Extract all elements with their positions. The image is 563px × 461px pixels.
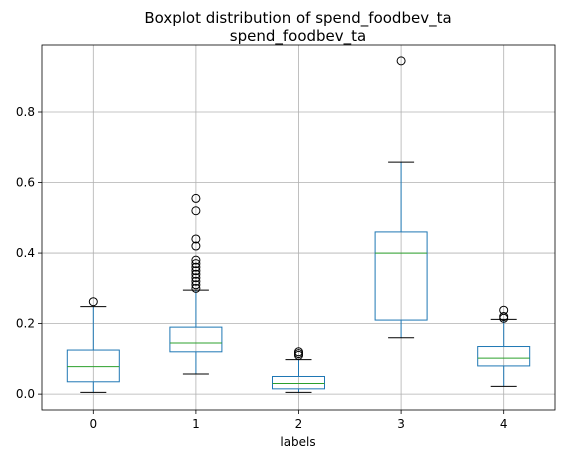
outlier-point: [191, 259, 201, 269]
box-group-2: [272, 347, 325, 393]
outlier-point: [88, 297, 98, 307]
outlier-point: [499, 312, 509, 322]
outlier-point: [191, 262, 201, 272]
box-iqr: [66, 349, 120, 383]
x-axis-ticks: 0 1 2 3 4: [89, 410, 508, 431]
box-group-4: [477, 305, 531, 387]
outlier-point: [396, 56, 406, 66]
box-iqr: [272, 375, 325, 390]
x-tick-label: 3: [397, 417, 405, 431]
outlier-point: [191, 234, 201, 244]
outlier-point: [191, 276, 201, 286]
y-axis-ticks: 0.0 0.2 0.4 0.6 0.8: [16, 105, 42, 401]
figure-suptitle: Boxplot distribution of spend_foodbev_ta: [144, 9, 451, 28]
outlier-point: [499, 305, 509, 315]
outlier-point: [191, 269, 201, 279]
outlier-point: [191, 266, 201, 276]
box-group-1: [169, 193, 223, 375]
y-tick-label: 0.2: [16, 317, 35, 331]
y-tick-label: 0.8: [16, 105, 35, 119]
outlier-point: [294, 347, 303, 357]
box-group-3: [374, 56, 428, 339]
y-tick-label: 0.4: [16, 246, 35, 260]
outlier-point: [191, 280, 201, 290]
box-iqr: [477, 346, 531, 367]
box-series: [66, 56, 531, 393]
outlier-point: [191, 193, 201, 203]
outlier-point: [191, 206, 201, 216]
outlier-point: [191, 283, 201, 293]
x-tick-label: 1: [192, 417, 200, 431]
x-tick-label: 2: [295, 417, 303, 431]
x-axis-label: labels: [280, 435, 315, 449]
y-tick-label: 0.6: [16, 176, 35, 190]
outlier-point: [191, 241, 201, 251]
outlier-point: [191, 273, 201, 283]
chart-title: spend_foodbev_ta: [230, 27, 366, 46]
box-iqr: [169, 326, 223, 353]
outlier-point: [191, 255, 201, 265]
box-group-0: [66, 297, 120, 393]
box-iqr: [374, 231, 428, 321]
y-tick-label: 0.0: [16, 387, 35, 401]
x-tick-label: 0: [89, 417, 97, 431]
x-tick-label: 4: [500, 417, 508, 431]
